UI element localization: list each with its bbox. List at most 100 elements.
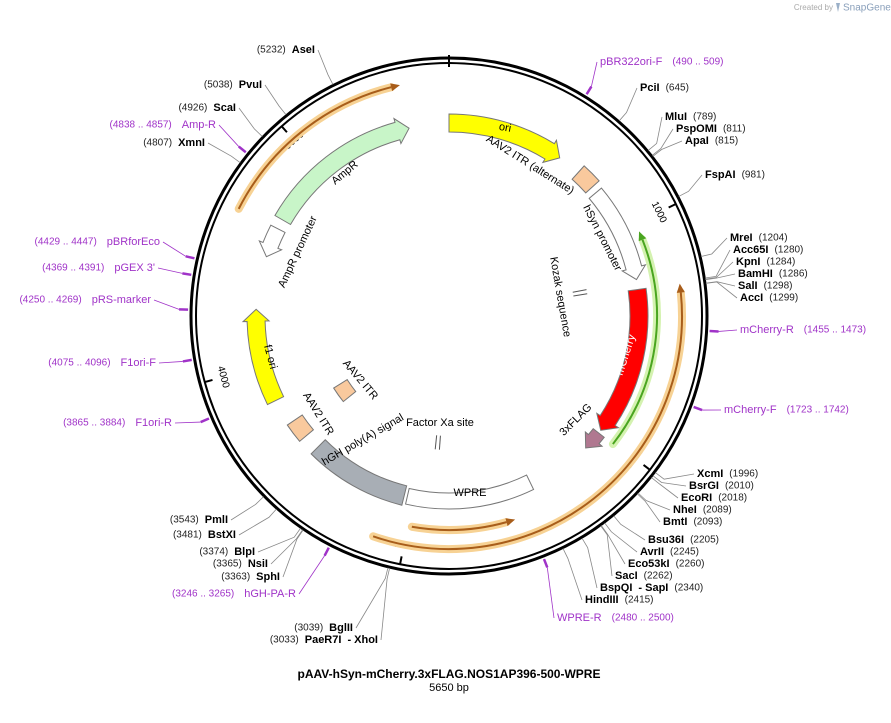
primer-range: (4075 .. 4096) [48,358,110,369]
primer-name: F1ori-F [121,357,157,369]
site: BsrGI (2010) [689,480,754,492]
site-name: MluI [665,111,687,123]
site-leader [652,475,687,487]
site-name: PciI [640,82,660,94]
site-leader [380,568,391,641]
site-position: (815) [715,136,738,147]
site-position: (2262) [644,571,673,582]
site-leader [562,548,583,601]
site-leader [637,493,661,523]
site-position: (981) [742,170,765,181]
site-name: MreI [730,232,753,244]
orange-arc-head [676,283,685,293]
site-name: NheI [673,504,697,516]
primer-leader [218,124,240,147]
site-name: BspQI [600,582,632,594]
site: - XhoI PaeR7I (3033) [270,634,378,646]
site-name: Acc65I [733,244,768,256]
site-name: BamHI [738,268,773,280]
site-name: PaeR7I [305,634,342,646]
site-leader [581,538,598,589]
primer-mark [182,358,192,363]
feature-label: 3xFLAG [557,401,594,438]
ruler-label: 1000 [649,200,669,225]
site-position: (3033) [270,635,299,646]
brand-name: SnapGene [843,3,891,14]
primer-leader [590,61,598,87]
site-leader [705,249,731,279]
primer-range: (4369 .. 4391) [42,263,104,274]
site: BglII (3039) [294,622,353,634]
orange-arc [372,292,683,550]
feature-arc [274,117,410,226]
primer: pRS-marker (4250 .. 4269) [19,294,151,306]
site-position: (2089) [703,505,732,516]
primer: Amp-R (4838 .. 4857) [110,119,217,131]
primer-mark [200,417,210,424]
site: BspQI - SapI (2340) [600,582,703,594]
site-name: Bsu36I [648,534,684,546]
site-name: XmnI [178,137,205,149]
primer-leader [158,361,183,364]
site-leader [600,525,613,577]
site-position: (3039) [294,623,323,634]
site-position: (1299) [769,293,798,304]
primer-mark [542,558,549,568]
site-leader [678,174,703,197]
feature-mark [438,435,441,450]
site: ScaI (4926) [178,102,236,114]
primer-leader [546,567,555,619]
site: EcoRI (2018) [681,492,747,504]
site-leader [613,515,646,541]
site: Bsu36I (2205) [648,534,719,546]
ruler-tick [204,378,213,384]
primer-range: (3865 .. 3884) [63,418,125,429]
primer: F1ori-R (3865 .. 3884) [63,417,172,429]
site: BlpI (3374) [199,546,255,558]
feature-arc [571,165,600,194]
site-position: (1280) [774,245,803,256]
site-leader [705,261,734,280]
site: SacI (2262) [615,570,673,582]
site-position: (5232) [257,45,286,56]
site-leader [317,49,334,85]
primer-mark [585,85,593,95]
primer-leader [157,267,183,274]
site: KpnI (1284) [736,256,795,268]
site-position: (1298) [764,281,793,292]
green-arc [612,239,658,445]
site: BstXI (3481) [173,529,236,541]
site-name: BmtI [663,516,687,528]
site-leader [207,142,241,164]
primer-name: F1ori-R [135,417,172,429]
site-name: XcmI [697,468,723,480]
site-position: (1286) [779,269,808,280]
site-position: (645) [666,83,689,94]
feature-arc [241,308,285,406]
site-name: BstXI [208,529,236,541]
site-position: (3374) [199,547,228,558]
orange-arc-head [505,518,516,526]
primer-mark [185,255,195,260]
site-position: (5038) [204,80,233,91]
primer-leader [174,421,201,424]
primer-mark [709,329,719,333]
site-position: (3363) [221,572,250,583]
primer-range: (4250 .. 4269) [19,295,81,306]
site-name: ApaI [685,135,709,147]
primer-range: (1723 .. 1742) [787,405,849,416]
site-position: (789) [693,112,716,123]
site: PmlI (3543) [170,514,228,526]
ruler-tick [642,464,651,471]
primer-name: pBR322ori-F [600,56,663,68]
orange-arc-head [390,83,400,92]
primer-name: pGEX 3' [114,262,155,274]
site-name: PvuI [239,79,262,91]
feature-label: Kozak sequence [547,256,573,338]
primer-name: WPRE-R [557,612,602,624]
site-name: FspAI [705,169,736,181]
primer: pBR322ori-F (490 .. 509) [600,56,724,68]
brand: Created by SnapGene [794,3,891,14]
primer-range: (490 .. 509) [672,57,723,68]
